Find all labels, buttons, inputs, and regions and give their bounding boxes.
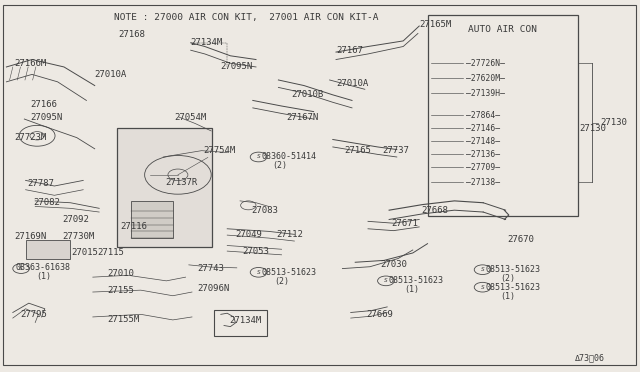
Text: 27137R: 27137R	[165, 178, 197, 187]
Text: 27082: 27082	[33, 198, 60, 207]
Text: 27096N: 27096N	[197, 284, 229, 293]
Text: —27139H—: —27139H—	[466, 89, 505, 97]
Text: 27166M: 27166M	[14, 59, 46, 68]
Text: 27730M: 27730M	[63, 232, 95, 241]
Text: 27165: 27165	[344, 146, 371, 155]
Text: 27169N: 27169N	[14, 232, 46, 241]
Text: 27116: 27116	[120, 222, 147, 231]
Text: 27083: 27083	[251, 206, 278, 215]
Text: 27054M: 27054M	[174, 113, 206, 122]
Text: 27669: 27669	[366, 310, 393, 319]
Text: (2): (2)	[500, 274, 515, 283]
Text: S: S	[257, 270, 260, 275]
Text: 27049: 27049	[236, 230, 262, 239]
Text: —27864—: —27864—	[466, 111, 500, 120]
Text: —27138—: —27138—	[466, 178, 500, 187]
Text: (2): (2)	[272, 161, 287, 170]
Text: 27743: 27743	[197, 264, 224, 273]
Text: —27709—: —27709—	[466, 163, 500, 172]
Text: 27053: 27053	[242, 247, 269, 256]
Text: S: S	[19, 266, 23, 271]
Text: 27095N: 27095N	[31, 113, 63, 122]
Text: 27010B: 27010B	[291, 90, 323, 99]
Text: AUTO AIR CON: AUTO AIR CON	[468, 25, 537, 33]
Text: NOTE : 27000 AIR CON KIT,  27001 AIR CON KIT-A: NOTE : 27000 AIR CON KIT, 27001 AIR CON …	[114, 13, 379, 22]
Bar	[214, 310, 267, 336]
Text: 27166: 27166	[31, 100, 58, 109]
Text: —27136—: —27136—	[466, 150, 500, 159]
Text: 27167N: 27167N	[287, 113, 319, 122]
Text: 08513-51623: 08513-51623	[388, 276, 444, 285]
Text: Δ73⁂06: Δ73⁂06	[575, 353, 605, 362]
Text: 27115: 27115	[97, 248, 124, 257]
Text: S: S	[257, 154, 260, 160]
Text: 08513-51623: 08513-51623	[485, 265, 540, 274]
Text: 27095N: 27095N	[221, 62, 253, 71]
Text: 27168: 27168	[118, 30, 145, 39]
Text: S: S	[384, 278, 388, 283]
Text: 27010A: 27010A	[336, 79, 368, 88]
Text: S: S	[481, 267, 484, 272]
Text: 27670: 27670	[508, 235, 534, 244]
Text: 27015: 27015	[72, 248, 99, 257]
Text: 27112: 27112	[276, 230, 303, 239]
Text: 27737: 27737	[383, 146, 410, 155]
Text: —27148—: —27148—	[466, 137, 500, 146]
Text: 27010A: 27010A	[95, 70, 127, 79]
Text: —27726N—: —27726N—	[466, 59, 505, 68]
Text: (1): (1)	[36, 272, 51, 281]
Text: 27787: 27787	[27, 179, 54, 187]
Text: 27130: 27130	[579, 124, 606, 133]
Text: 27092: 27092	[63, 215, 90, 224]
Text: (1): (1)	[500, 292, 515, 301]
Text: 08360-51414: 08360-51414	[261, 152, 316, 161]
Text: 27134M: 27134M	[191, 38, 223, 47]
Text: 27155: 27155	[108, 286, 134, 295]
Text: —27146—: —27146—	[466, 124, 500, 133]
Text: —27620M—: —27620M—	[466, 74, 505, 83]
Text: 08363-61638: 08363-61638	[16, 263, 71, 272]
Text: (2): (2)	[274, 277, 289, 286]
Text: 27155M: 27155M	[108, 315, 140, 324]
Bar	[26, 240, 70, 259]
Bar	[117, 128, 212, 247]
Text: 27134M: 27134M	[229, 316, 261, 325]
Text: 27167: 27167	[336, 46, 363, 55]
Text: 27668: 27668	[421, 206, 448, 215]
Text: S: S	[481, 285, 484, 290]
Text: 27010: 27010	[108, 269, 134, 278]
Text: 27130: 27130	[600, 118, 627, 127]
Text: 27165M: 27165M	[419, 20, 451, 29]
Text: 27754M: 27754M	[204, 146, 236, 155]
Bar	[428, 15, 578, 216]
Text: 27671: 27671	[392, 219, 419, 228]
Text: 27030: 27030	[381, 260, 408, 269]
Text: 27723M: 27723M	[14, 133, 46, 142]
Text: 08513-51623: 08513-51623	[485, 283, 540, 292]
Text: (1): (1)	[404, 285, 419, 294]
Bar	[131, 201, 173, 238]
Text: 08513-51623: 08513-51623	[261, 268, 316, 277]
Text: 27795: 27795	[20, 310, 47, 319]
